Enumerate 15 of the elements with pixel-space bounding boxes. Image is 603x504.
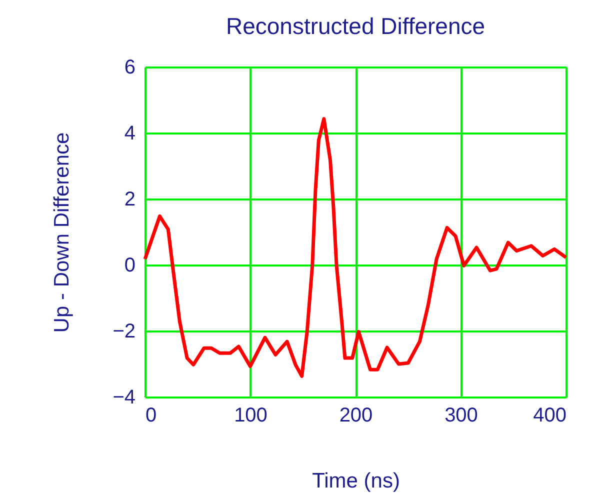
chart-title: Reconstructed Difference <box>226 13 486 39</box>
x-tick-label: 0 <box>146 404 157 426</box>
x-tick-label: 300 <box>444 404 478 426</box>
x-axis-title: Time (ns) <box>312 470 400 492</box>
line-series <box>143 117 568 378</box>
y-axis-title: Up - Down Difference <box>50 132 74 333</box>
y-tick-label: −2 <box>112 320 136 342</box>
y-tick-label: −4 <box>112 386 136 408</box>
y-tick-label: 2 <box>124 188 136 210</box>
y-tick-label: 0 <box>124 254 136 276</box>
y-tick-label: 6 <box>124 56 136 78</box>
y-tick-label: 4 <box>124 122 136 144</box>
x-tick-label: 100 <box>234 404 268 426</box>
x-tick-label: 400 <box>533 404 566 426</box>
x-tick-label: 200 <box>339 404 373 426</box>
